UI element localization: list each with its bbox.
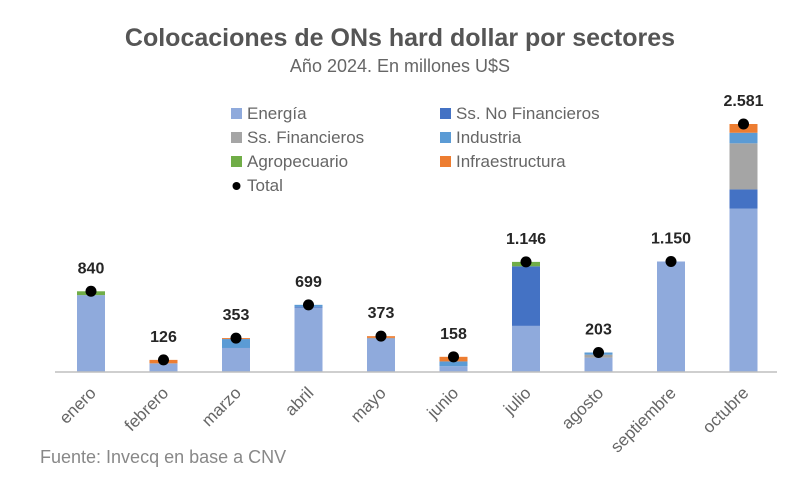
bar-ss-financieros-octubre	[729, 143, 758, 190]
bar-energia-octubre	[729, 208, 758, 372]
total-label-agosto: 203	[585, 321, 612, 338]
total-marker-junio	[448, 351, 459, 363]
x-tick-label-septiembre: septiembre	[607, 383, 680, 456]
total-label-septiembre: 1.150	[651, 231, 691, 248]
legend-swatch-agropecuario	[231, 156, 242, 167]
total-markers: 840 126 353 699 373 158 1.146 203 1.150 2.581	[78, 93, 764, 366]
bar-industria-junio	[439, 361, 468, 367]
total-marker-octubre	[738, 118, 749, 130]
total-marker-mayo	[375, 330, 387, 342]
bar-ss-no-financieros-octubre	[729, 189, 758, 209]
bar-industria-octubre	[729, 132, 758, 144]
total-marker-enero	[85, 285, 97, 297]
legend-label-agropecuario: Agropecuario	[247, 152, 348, 171]
bar-energia-julio	[512, 325, 540, 372]
chart-title: Colocaciones de ONs hard dollar por sect…	[125, 24, 675, 52]
bar-energia-marzo	[222, 347, 250, 372]
total-label-abril: 699	[295, 274, 322, 291]
total-marker-marzo	[230, 332, 242, 344]
legend-swatch-infraestructura	[440, 156, 451, 167]
legend-label-industria: Industria	[456, 128, 522, 147]
chart-legend: Energía Ss. No Financieros Ss. Financieros…	[231, 104, 600, 195]
total-label-mayo: 373	[368, 305, 395, 322]
x-tick-label-agosto: agosto	[558, 383, 608, 433]
x-tick-label-abril: abril	[281, 383, 317, 419]
x-tick-label-enero: enero	[56, 383, 100, 427]
source-note: Fuente: Invecq en base a CNV	[40, 447, 286, 467]
legend-marker-total	[232, 182, 241, 190]
x-tick-label-mayo: mayo	[347, 383, 390, 426]
bar-energia-febrero	[149, 363, 178, 372]
total-marker-agosto	[593, 346, 604, 358]
total-label-marzo: 353	[223, 307, 250, 324]
total-label-enero: 840	[78, 260, 105, 277]
x-tick-label-febrero: febrero	[121, 383, 173, 435]
x-axis-tick-labels: enero febrero marzo abril mayo junio julio agos…	[56, 383, 753, 456]
bar-energia-abril	[294, 307, 323, 372]
bar-energia-septiembre	[657, 261, 685, 372]
total-marker-febrero	[158, 354, 169, 366]
bar-energia-enero	[77, 295, 105, 372]
x-tick-label-junio: junio	[423, 383, 463, 423]
legend-swatch-ss-no-financieros	[440, 108, 451, 119]
total-label-junio: 158	[440, 326, 467, 343]
legend-label-energia: Energía	[247, 104, 307, 123]
chart-subtitle: Año 2024. En millones U$S	[290, 56, 510, 76]
bar-ss-no-financieros-julio	[512, 266, 540, 326]
total-marker-julio	[520, 256, 532, 268]
total-label-febrero: 126	[150, 329, 177, 346]
total-label-julio: 1.146	[506, 231, 546, 248]
legend-swatch-industria	[440, 132, 451, 143]
total-marker-abril	[303, 299, 314, 311]
legend-label-ss-no-financieros: Ss. No Financieros	[456, 104, 600, 123]
legend-swatch-ss-financieros	[231, 132, 242, 143]
bar-energia-mayo	[367, 338, 395, 372]
total-marker-septiembre	[665, 256, 677, 268]
legend-label-total: Total	[247, 176, 283, 195]
x-tick-label-octubre: octubre	[699, 383, 753, 437]
legend-label-infraestructura: Infraestructura	[456, 152, 566, 171]
legend-label-ss-financieros: Ss. Financieros	[247, 128, 364, 147]
bar-energia-junio	[439, 366, 468, 372]
bar-energia-agosto	[584, 357, 613, 372]
legend-swatch-energia	[231, 108, 242, 119]
x-tick-label-julio: julio	[499, 383, 535, 419]
x-tick-label-marzo: marzo	[198, 383, 245, 430]
total-label-octubre: 2.581	[723, 93, 763, 110]
bars	[77, 124, 758, 372]
